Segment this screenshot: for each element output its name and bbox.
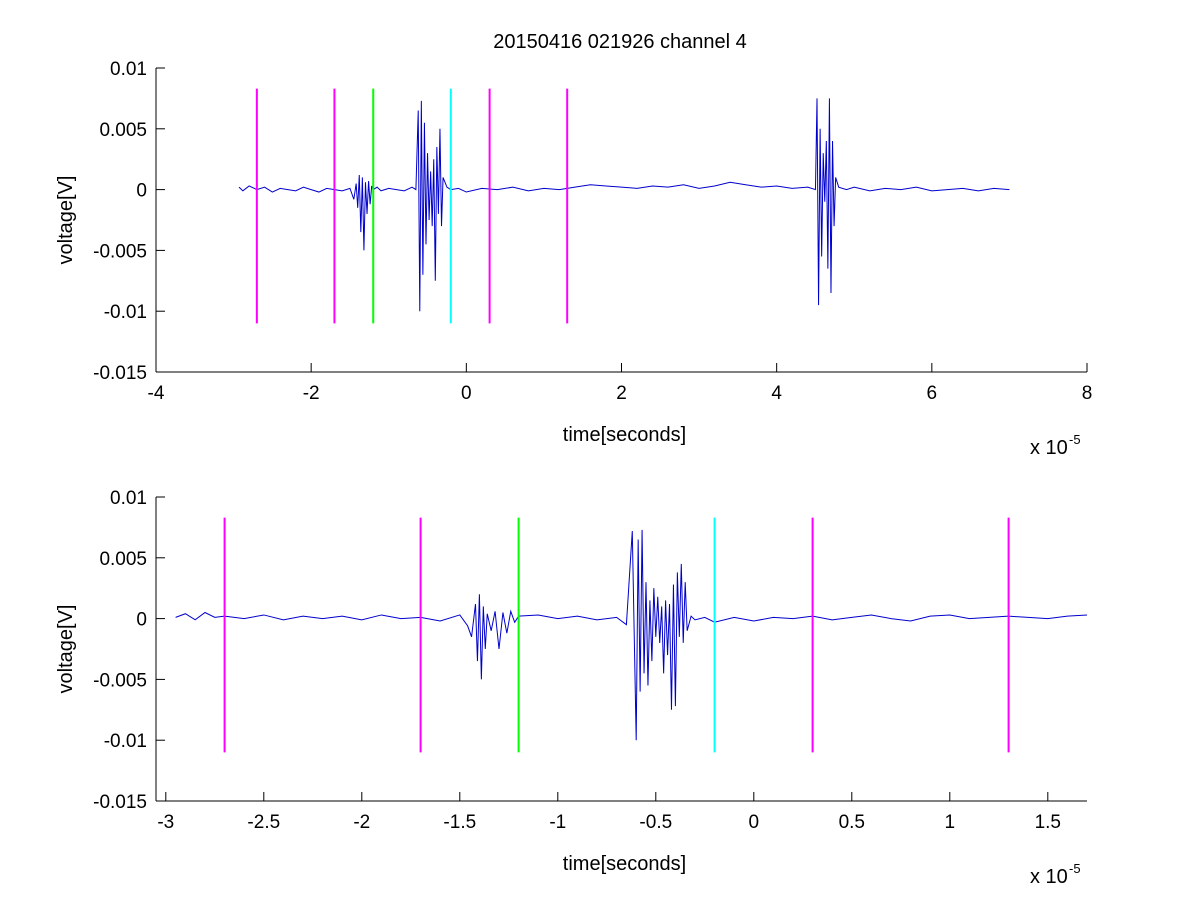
- chart-0-y-tick-label: 0.005: [99, 120, 147, 141]
- chart-0-x-tick-label: 2: [616, 383, 627, 404]
- chart-1-y-tick-label: -0.01: [104, 731, 147, 752]
- chart-0-series-0-line: [238, 98, 1010, 312]
- chart-1-x-tick-label: 1: [945, 812, 956, 833]
- chart-1-y-tick-label: -0.005: [93, 670, 147, 691]
- chart-1-series-0-line: [175, 529, 1088, 741]
- chart-1-x-tick-label: 0.5: [839, 812, 865, 833]
- plot-top: -4 -2 0 2 4 6 8 -0.015 -0.01 -0.005 0 0.005 0.01 time…: [55, 59, 1092, 459]
- chart-1-x-tick-label: -1: [549, 812, 566, 833]
- chart-1-y-tick-label: 0: [136, 610, 147, 631]
- chart-1-x-tick-label: 1.5: [1035, 812, 1061, 833]
- figure-title: 20150416 021926 channel 4: [493, 31, 747, 53]
- chart-1-y-axis-label: voltage[V]: [55, 605, 77, 694]
- chart-1-x-exponent-power: -5: [1069, 861, 1081, 876]
- chart-1-x-tick-label: 0: [749, 812, 760, 833]
- chart-0-y-tick-label: 0.01: [110, 59, 147, 80]
- plot-bottom: -3 -2.5 -2 -1.5 -1 -0.5 0 0.5 1 1.5 -0.015 -0.01 -0.…: [55, 488, 1088, 888]
- chart-0-x-exponent: x 10: [1030, 437, 1068, 459]
- chart-0-y-axis-label: voltage[V]: [55, 176, 77, 265]
- chart-0-x-tick-label: 0: [461, 383, 472, 404]
- chart-0-x-tick-label: 4: [771, 383, 782, 404]
- chart-1-x-axis-label: time[seconds]: [563, 853, 686, 875]
- chart-1-y-tick-label: 0.01: [110, 488, 147, 509]
- chart-0-y-tick-label: 0: [136, 181, 147, 202]
- chart-1-x-tick-label: -3: [157, 812, 174, 833]
- chart-1-y-tick-label: 0.005: [99, 549, 147, 570]
- chart-0-y-tick-label: -0.005: [93, 241, 147, 262]
- chart-1-x-exponent: x 10: [1030, 866, 1068, 888]
- chart-1-x-tick-label: -2.5: [247, 812, 280, 833]
- chart-0-y-tick-label: -0.015: [93, 363, 147, 384]
- chart-1-x-tick-label: -1.5: [443, 812, 476, 833]
- chart-1-x-tick-label: -2: [353, 812, 370, 833]
- chart-0-x-tick-label: 8: [1082, 383, 1093, 404]
- chart-0-y-tick-label: -0.01: [104, 302, 147, 323]
- chart-0-x-tick-label: -2: [303, 383, 320, 404]
- chart-0-x-axis-label: time[seconds]: [563, 424, 686, 446]
- chart-0-x-tick-label: -4: [148, 383, 165, 404]
- chart-1-x-tick-label: -0.5: [639, 812, 672, 833]
- chart-0-x-exponent-power: -5: [1069, 432, 1081, 447]
- chart-1-y-tick-label: -0.015: [93, 792, 147, 813]
- chart-0-x-tick-label: 6: [927, 383, 938, 404]
